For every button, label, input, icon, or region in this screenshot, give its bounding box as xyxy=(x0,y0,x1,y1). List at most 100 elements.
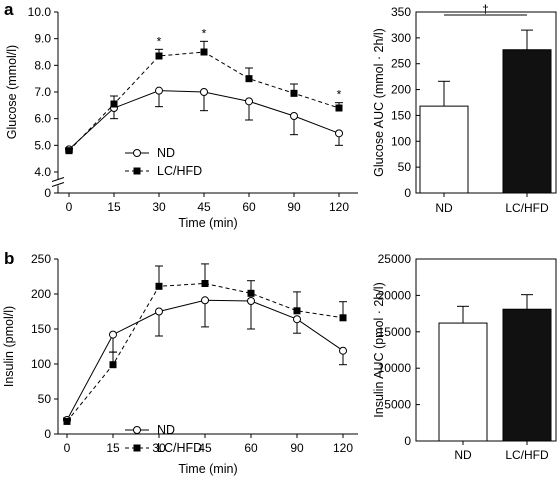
y-tick-label: 0 xyxy=(404,434,411,448)
significance-mark: * xyxy=(202,26,207,40)
legend-label: LC/HFD xyxy=(157,164,202,178)
data-point-nd xyxy=(155,307,163,316)
data-point-nd xyxy=(247,297,255,305)
data-point-nd xyxy=(339,346,347,355)
data-point-nd xyxy=(293,315,301,324)
x-tick-label: 45 xyxy=(198,441,212,455)
legend-marker-nd xyxy=(133,149,141,157)
data-point-nd xyxy=(109,330,117,339)
x-tick-label: 120 xyxy=(333,441,353,455)
x-axis-label: Time (min) xyxy=(178,216,237,230)
y-tick-label: 4.0 xyxy=(34,165,51,179)
data-point-nd xyxy=(201,296,209,305)
axis-break-mark xyxy=(51,177,65,182)
panel-label: a xyxy=(4,0,14,19)
y-axis-label: Insulin (pmol/l) xyxy=(2,306,16,387)
bar-nd xyxy=(419,105,469,194)
data-point-lc-hfd xyxy=(155,52,163,60)
x-tick-label: 45 xyxy=(197,200,211,214)
y-axis-label: Glucose (mmol/l) xyxy=(5,45,19,139)
bar-nd xyxy=(438,322,488,442)
significance-mark: * xyxy=(157,34,162,48)
y-tick-label: 20000 xyxy=(378,288,412,302)
y-axis-label: Glucose AUC (mmol · 2h/l) xyxy=(372,28,386,177)
category-label: ND xyxy=(435,201,453,215)
y-tick-label: 7.0 xyxy=(34,85,51,99)
data-point-lc-hfd xyxy=(290,89,298,97)
y-tick-label: 5.0 xyxy=(34,138,51,152)
y-tick-label: 8.0 xyxy=(34,58,51,72)
data-point-lc-hfd xyxy=(109,361,117,369)
y-break-label: 0 xyxy=(44,186,51,200)
x-tick-label: 30 xyxy=(152,200,166,214)
y-tick-label: 100 xyxy=(391,134,411,148)
y-tick-label: 250 xyxy=(391,57,411,71)
x-tick-label: 60 xyxy=(244,441,258,455)
y-tick-label: 100 xyxy=(31,357,51,371)
data-point-lc-hfd xyxy=(65,147,73,155)
legend-label: ND xyxy=(157,146,175,160)
y-tick-label: 50 xyxy=(398,160,412,174)
data-point-lc-hfd xyxy=(247,289,255,297)
significance-mark: † xyxy=(482,2,489,16)
x-tick-label: 15 xyxy=(107,200,121,214)
panel-label: b xyxy=(4,249,14,268)
category-label: LC/HFD xyxy=(505,201,549,215)
data-point-lc-hfd xyxy=(339,314,347,322)
y-tick-label: 150 xyxy=(391,108,411,122)
legend-marker-nd xyxy=(133,426,141,434)
x-tick-label: 30 xyxy=(152,441,166,455)
data-point-nd xyxy=(335,129,343,138)
data-point-nd xyxy=(200,88,208,96)
legend-label: LC/HFD xyxy=(157,441,202,455)
data-point-lc-hfd xyxy=(155,282,163,290)
y-tick-label: 6.0 xyxy=(34,112,51,126)
y-tick-label: 0 xyxy=(404,186,411,200)
data-point-lc-hfd xyxy=(293,307,301,315)
data-point-nd xyxy=(155,86,163,95)
x-tick-label: 60 xyxy=(242,200,256,214)
y-tick-label: 150 xyxy=(31,322,51,336)
y-tick-label: 350 xyxy=(391,5,411,19)
y-tick-label: 5000 xyxy=(384,398,411,412)
data-point-lc-hfd xyxy=(201,280,209,287)
category-label: ND xyxy=(454,448,472,462)
y-axis-label: Insulin AUC (pmol · 2h/l) xyxy=(372,282,386,417)
y-tick-label: 200 xyxy=(391,83,411,97)
x-tick-label: 90 xyxy=(290,441,304,455)
data-point-lc-hfd xyxy=(245,75,253,83)
y-tick-label: 10.0 xyxy=(28,5,52,19)
x-tick-label: 120 xyxy=(329,200,349,214)
data-point-lc-hfd xyxy=(335,104,343,112)
plot-frame xyxy=(415,11,557,194)
x-tick-label: 90 xyxy=(287,200,301,214)
axis-break-mark xyxy=(51,182,65,187)
data-point-lc-hfd xyxy=(63,417,71,425)
bar-lc-hfd xyxy=(502,308,552,442)
data-point-lc-hfd xyxy=(110,100,118,108)
x-tick-label: 15 xyxy=(106,441,120,455)
y-tick-label: 10000 xyxy=(378,361,412,375)
y-tick-label: 25000 xyxy=(378,252,412,266)
y-tick-label: 300 xyxy=(391,31,411,45)
y-tick-label: 200 xyxy=(31,287,51,301)
data-point-nd xyxy=(245,97,253,106)
x-tick-label: 0 xyxy=(64,441,71,455)
y-tick-label: 50 xyxy=(38,392,52,406)
y-tick-label: 250 xyxy=(31,252,51,266)
data-point-lc-hfd xyxy=(200,48,208,56)
y-tick-label: 9.0 xyxy=(34,32,51,46)
legend-marker-lc-hfd xyxy=(133,444,141,452)
category-label: LC/HFD xyxy=(505,448,549,462)
legend-marker-lc-hfd xyxy=(133,167,141,175)
y-tick-label: 0 xyxy=(44,427,51,441)
axis-break-gap xyxy=(52,179,64,186)
legend-label: ND xyxy=(157,423,175,437)
data-point-nd xyxy=(290,112,298,120)
x-axis-label: Time (min) xyxy=(178,462,237,476)
bar-lc-hfd xyxy=(502,49,552,194)
y-tick-label: 15000 xyxy=(378,325,412,339)
x-tick-label: 0 xyxy=(66,200,73,214)
significance-mark: * xyxy=(337,88,342,102)
